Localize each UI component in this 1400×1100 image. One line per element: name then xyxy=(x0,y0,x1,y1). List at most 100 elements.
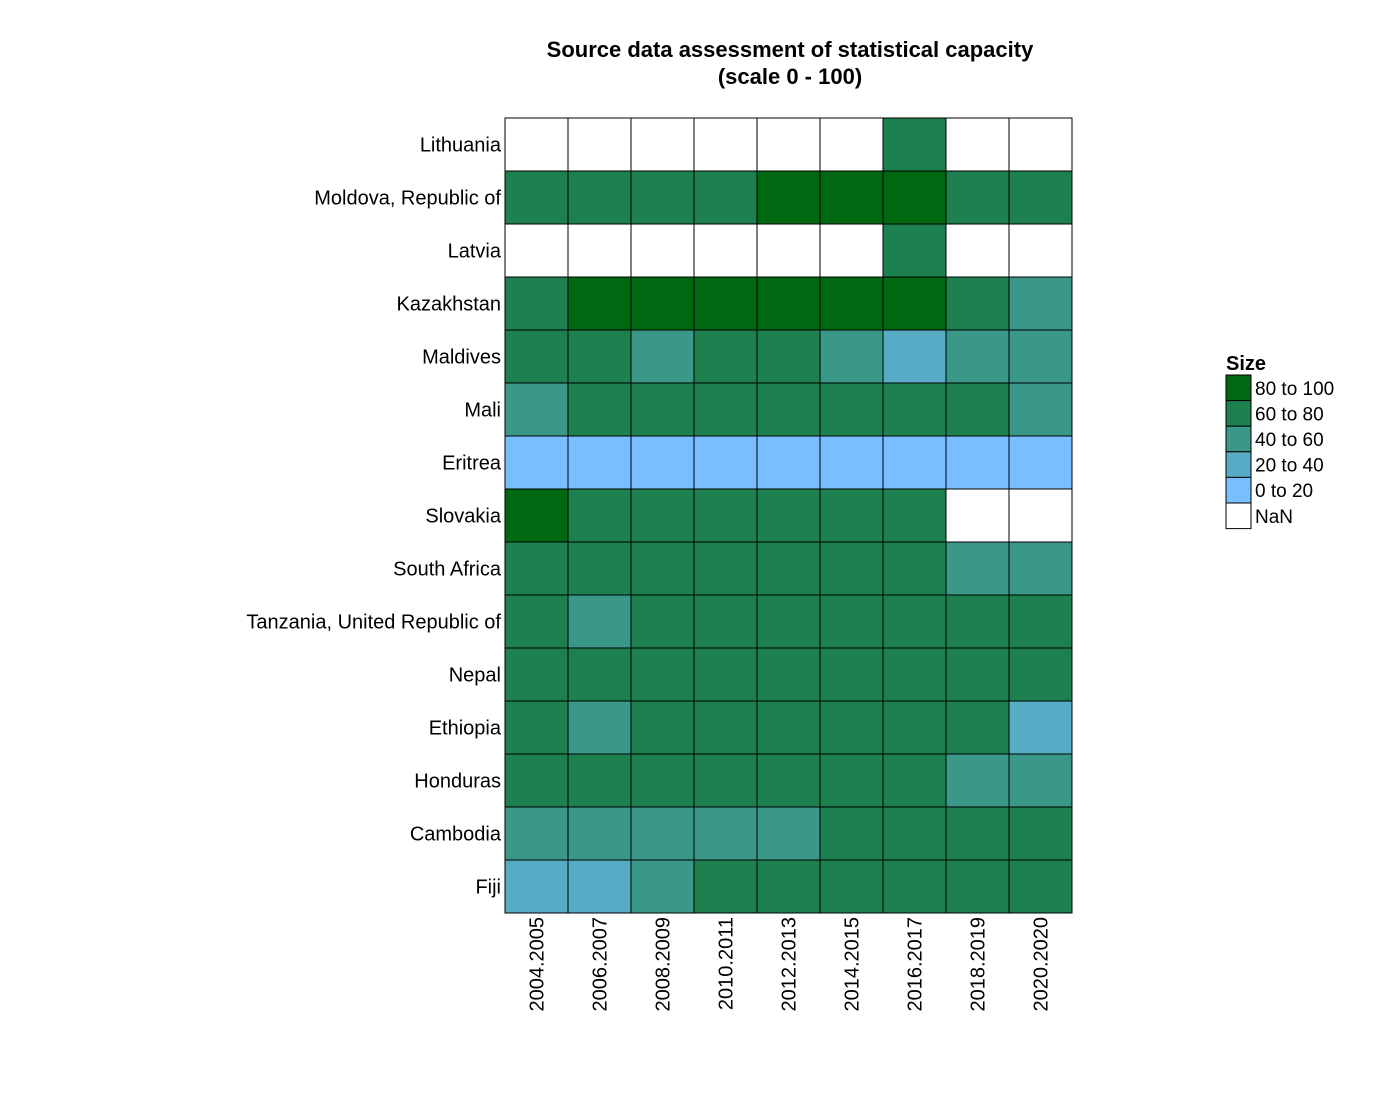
legend: Size 80 to 100 60 to 80 40 to 60 20 to 40 0 … xyxy=(1225,353,1334,530)
heatmap-cell xyxy=(693,276,758,331)
heatmap-cell xyxy=(693,488,758,543)
row-label: Nepal xyxy=(449,665,501,687)
heatmap-cell xyxy=(945,859,1010,914)
heatmap-cell xyxy=(567,647,632,702)
heatmap-cell xyxy=(756,541,821,596)
heatmap-cell xyxy=(882,859,947,914)
heatmap-cell xyxy=(630,117,695,172)
heatmap-cell xyxy=(882,329,947,384)
heatmap-cell xyxy=(882,170,947,225)
heatmap-cell xyxy=(945,435,1010,490)
heatmap-cell xyxy=(756,700,821,755)
heatmap-cell xyxy=(693,647,758,702)
heatmap-cell xyxy=(630,594,695,649)
heatmap-cell xyxy=(1008,435,1073,490)
heatmap-cell xyxy=(693,329,758,384)
heatmap-cell xyxy=(630,382,695,437)
heatmap-cell xyxy=(693,223,758,278)
row-label: Honduras xyxy=(414,771,501,793)
row-label: South Africa xyxy=(393,559,502,581)
legend-label: 20 to 40 xyxy=(1255,456,1324,477)
heatmap-cell xyxy=(756,806,821,861)
heatmap-cell xyxy=(630,859,695,914)
heatmap-cell xyxy=(819,117,884,172)
heatmap-cell xyxy=(504,488,569,543)
heatmap-cell xyxy=(504,329,569,384)
heatmap-cell xyxy=(756,170,821,225)
heatmap-cell xyxy=(504,859,569,914)
heatmap-cell xyxy=(693,753,758,808)
heatmap-cell xyxy=(504,382,569,437)
heatmap-cell xyxy=(819,276,884,331)
heatmap-cell xyxy=(945,753,1010,808)
legend-label: 0 to 20 xyxy=(1255,481,1313,502)
heatmap-cell xyxy=(693,170,758,225)
heatmap-cell xyxy=(882,488,947,543)
heatmap-cell xyxy=(504,223,569,278)
heatmap-cell xyxy=(882,276,947,331)
heatmap-cell xyxy=(945,488,1010,543)
heatmap-cell xyxy=(567,435,632,490)
row-label: Latvia xyxy=(448,241,502,263)
column-label: 2014.2015 xyxy=(842,917,864,1012)
heatmap-cell xyxy=(1008,541,1073,596)
heatmap-cell xyxy=(567,276,632,331)
heatmap-cell xyxy=(819,382,884,437)
heatmap-cell xyxy=(1008,859,1073,914)
heatmap-cell xyxy=(819,541,884,596)
row-label: Moldova, Republic of xyxy=(314,188,501,210)
row-label: Lithuania xyxy=(420,135,502,157)
heatmap-cell xyxy=(504,700,569,755)
heatmap-cell xyxy=(756,276,821,331)
heatmap-cell xyxy=(1008,594,1073,649)
heatmap-cell xyxy=(630,170,695,225)
heatmap-cell xyxy=(504,753,569,808)
column-label: 2012.2013 xyxy=(779,917,801,1012)
heatmap-cell xyxy=(945,806,1010,861)
row-label: Maldives xyxy=(422,347,501,369)
heatmap-cell xyxy=(819,594,884,649)
heatmap-cell xyxy=(756,223,821,278)
heatmap-cell xyxy=(567,329,632,384)
heatmap-cell xyxy=(630,488,695,543)
heatmap-cell xyxy=(756,488,821,543)
heatmap-cell xyxy=(1008,276,1073,331)
row-label: Cambodia xyxy=(410,824,502,846)
heatmap-cell xyxy=(882,541,947,596)
heatmap-cell xyxy=(693,594,758,649)
row-label: Tanzania, United Republic of xyxy=(246,612,501,634)
heatmap-cell xyxy=(1008,117,1073,172)
heatmap-cell xyxy=(693,382,758,437)
heatmap-cell xyxy=(882,435,947,490)
heatmap-cell xyxy=(945,223,1010,278)
heatmap-cell xyxy=(1008,647,1073,702)
legend-title: Size xyxy=(1226,353,1266,375)
heatmap-cell xyxy=(945,117,1010,172)
heatmap-cell xyxy=(945,700,1010,755)
heatmap-cell xyxy=(819,700,884,755)
heatmap-cell xyxy=(693,859,758,914)
heatmap-cell xyxy=(693,117,758,172)
column-label: 2020.2020 xyxy=(1031,917,1053,1012)
heatmap-cell xyxy=(756,594,821,649)
chart-title-line-2: (scale 0 - 100) xyxy=(718,64,862,89)
column-label: 2006.2007 xyxy=(590,917,612,1012)
heatmap-cell xyxy=(630,806,695,861)
legend-swatch xyxy=(1225,476,1252,504)
heatmap-cell xyxy=(819,435,884,490)
heatmap-cell xyxy=(1008,753,1073,808)
heatmap-cell xyxy=(504,541,569,596)
heatmap-cell xyxy=(504,435,569,490)
legend-label: 80 to 100 xyxy=(1255,379,1334,400)
heatmap-cell xyxy=(882,806,947,861)
heatmap-cell xyxy=(567,753,632,808)
heatmap-cell xyxy=(630,753,695,808)
heatmap-cell xyxy=(819,647,884,702)
heatmap-cell xyxy=(756,859,821,914)
heatmap-cell xyxy=(945,594,1010,649)
heatmap-cell xyxy=(1008,170,1073,225)
heatmap-cell xyxy=(1008,488,1073,543)
heatmap-cell xyxy=(945,170,1010,225)
heatmap-cell xyxy=(819,753,884,808)
heatmap-cell xyxy=(693,806,758,861)
